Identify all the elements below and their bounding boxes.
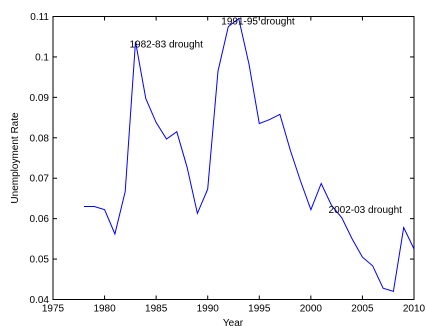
y-tick-label: 0.1 [35, 52, 49, 63]
y-tick-label: 0.11 [30, 12, 49, 23]
unemployment-rate-line [83, 17, 415, 293]
x-tick-label: 1995 [248, 304, 271, 315]
annotation-label: 1982-83 drought [129, 40, 203, 51]
chart-annotations: 1982-83 drought 1991-95 drought 2002-03 dr… [129, 17, 402, 216]
plot-area [52, 16, 415, 300]
x-tick-label: 1980 [93, 304, 116, 315]
annotation-label: 2002-03 drought [329, 205, 403, 216]
y-tick-label: 0.07 [30, 174, 50, 185]
y-axis-ticks: 0.04 0.05 0.06 0.07 0.08 0.09 0.1 0.11 [30, 12, 414, 306]
x-tick-label: 1990 [197, 304, 220, 315]
annotation-label: 1991-95 drought [221, 17, 295, 28]
plot-frame [52, 16, 415, 300]
x-axis-label: Year [223, 318, 244, 326]
y-tick-label: 0.04 [30, 295, 50, 306]
y-tick-label: 0.08 [30, 133, 50, 144]
x-tick-label: 2010 [403, 304, 425, 315]
x-tick-label: 2000 [300, 304, 323, 315]
x-tick-label: 2005 [351, 304, 374, 315]
x-tick-label: 1985 [145, 304, 168, 315]
y-tick-label: 0.09 [30, 93, 50, 104]
x-axis-ticks: 1975 1980 1985 1990 1995 2000 2005 2010 [42, 16, 425, 315]
y-tick-label: 0.05 [30, 255, 50, 266]
x-tick-label: 1975 [42, 304, 65, 315]
y-axis-label: Unemployment Rate [10, 112, 21, 204]
y-tick-label: 0.06 [30, 214, 50, 225]
